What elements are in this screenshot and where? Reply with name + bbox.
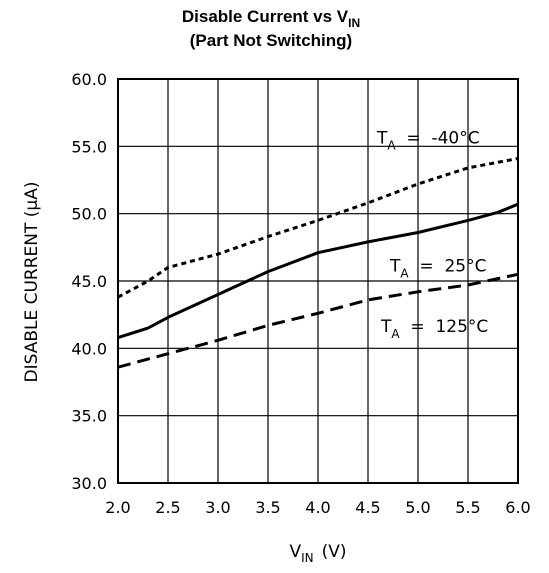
series-annotation-rest: = 25°C (409, 257, 487, 277)
x-tick-label: 3.5 (255, 498, 280, 517)
x-tick-label: 3.0 (205, 498, 230, 517)
series-annotation-rest: = 125°C (400, 317, 489, 337)
series-line-0 (117, 157, 519, 299)
y-tick-label: 35.0 (71, 407, 107, 426)
x-tick-label: 5.5 (455, 498, 480, 517)
plot-frame (117, 78, 519, 484)
y-tick-labels: 60.0 55.0 50.0 45.0 40.0 35.0 30.0 (71, 70, 107, 493)
series-annotation-main: T (380, 317, 392, 337)
y-tick-label: 45.0 (71, 272, 107, 291)
series-annotation-subscript: A (387, 139, 396, 153)
series-annotation-main: T (389, 257, 401, 277)
series-line-1 (117, 202, 519, 340)
grid (117, 78, 519, 484)
x-tick-label: 4.5 (355, 498, 380, 517)
series-line-2 (117, 272, 519, 369)
y-tick-label: 55.0 (71, 137, 107, 156)
series-annotation-0: TA = -40°C (376, 129, 480, 153)
y-axis-label: DISABLE CURRENT (µA) (22, 181, 42, 382)
x-tick-label: 2.5 (155, 498, 180, 517)
series-annotation-1: TA = 25°C (389, 257, 486, 281)
x-axis-label-main: V (289, 542, 301, 562)
chart-title-line2: (Part Not Switching) (190, 31, 352, 50)
x-axis-label-subscript: IN (301, 551, 314, 565)
x-tick-label: 5.0 (405, 498, 430, 517)
series-annotation-rest: = -40°C (396, 129, 480, 149)
x-axis-label: VIN (V) (289, 542, 346, 565)
y-tick-label: 30.0 (71, 474, 107, 493)
chart-title-main: Disable Current vs V (182, 7, 349, 26)
series-annotations: TA = -40°CTA = 25°CTA = 125°C (376, 129, 488, 342)
y-tick-label: 60.0 (71, 70, 107, 89)
x-tick-label: 6.0 (505, 498, 530, 517)
series-annotation-main: T (376, 129, 388, 149)
chart-title-line1: Disable Current vs VIN (182, 7, 360, 30)
series-annotation-subscript: A (400, 267, 409, 281)
series-layer (117, 157, 519, 369)
y-tick-label: 40.0 (71, 339, 107, 358)
y-tick-label: 50.0 (71, 205, 107, 224)
chart-title-subscript: IN (348, 16, 360, 30)
x-tick-label: 4.0 (305, 498, 330, 517)
x-tick-labels: 2.0 2.5 3.0 3.5 4.0 4.5 5.0 5.5 6.0 (105, 498, 530, 517)
x-tick-label: 2.0 (105, 498, 130, 517)
series-annotation-subscript: A (391, 327, 400, 341)
series-annotation-2: TA = 125°C (380, 317, 488, 341)
x-axis-label-unit: (V) (322, 542, 347, 562)
